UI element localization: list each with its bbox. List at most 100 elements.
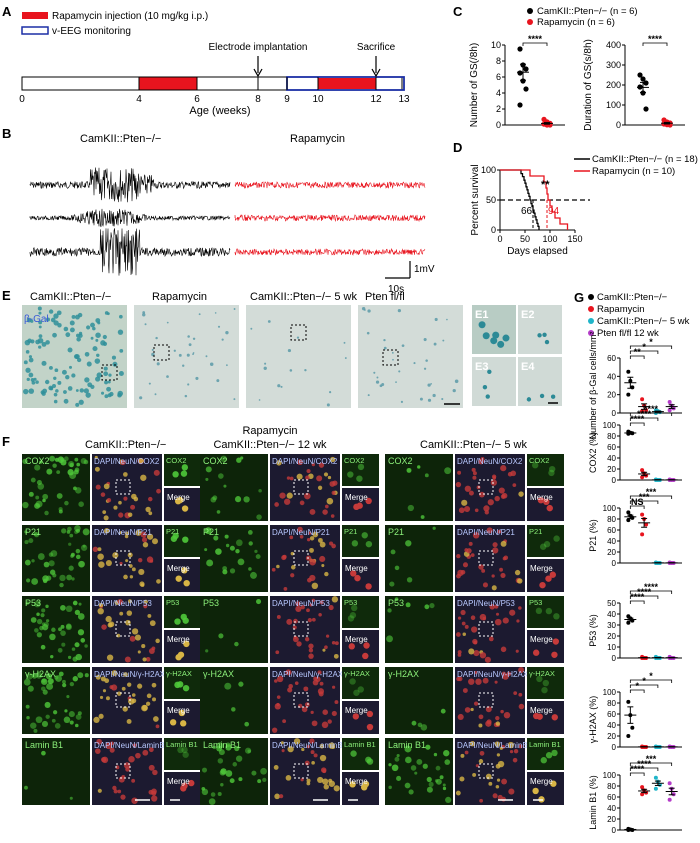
e-inset-1-cell	[497, 340, 505, 348]
e-image-pten-flfl-cell	[391, 351, 394, 354]
e-image-pten-cell	[101, 391, 105, 395]
f-merge-cell	[289, 535, 294, 540]
e-image-pten-5wk-cell	[289, 369, 293, 372]
f-green-3-3	[385, 596, 453, 663]
G1-sig-label: **	[634, 347, 642, 357]
f-green-cell	[394, 565, 400, 571]
e-image-pten-cell	[96, 353, 100, 358]
f-zoom-merge-label: Merge	[530, 493, 553, 502]
f-green-cell	[44, 510, 49, 516]
f-green-cell	[37, 483, 45, 490]
G6-point	[640, 792, 645, 797]
f-green-cell	[75, 548, 81, 554]
f-merge-cell	[331, 710, 337, 717]
e-image-pten-cell	[67, 347, 73, 353]
f-merge-cell	[304, 702, 310, 708]
f-merge-cell	[472, 772, 477, 777]
f-merge-cell	[500, 465, 507, 472]
f-merge-cell	[156, 579, 161, 584]
f-merge-cell	[113, 789, 118, 794]
f-zoom-green-cell	[174, 618, 181, 625]
f-merge-cell	[331, 543, 336, 549]
f-green-cell	[443, 750, 450, 757]
f-merge-label: DAPI/NeuN/P21	[272, 528, 330, 537]
e-image-pten-cell	[104, 311, 109, 315]
f-merge-cell	[317, 670, 322, 675]
f-merge-cell	[106, 654, 114, 661]
e-image-pten-cell	[49, 365, 53, 370]
f-zoom-merge-cell	[181, 505, 189, 512]
f-merge-cell	[148, 648, 155, 654]
f-green-cell	[69, 681, 75, 687]
f-merge-cell	[123, 672, 128, 677]
f-merge-cell	[146, 556, 154, 563]
panel-g-letter: G	[574, 290, 584, 305]
e-image-pten-flfl-cell	[427, 383, 431, 387]
e-image-pten-5wk-cell	[296, 336, 300, 339]
f-merge-cell	[308, 648, 314, 653]
f-merge-cell	[95, 674, 101, 680]
G6-ytick-label: 60	[607, 793, 616, 802]
chart-c1: 0 2 4 6 8 10 Number of GS(/8h) ****	[469, 34, 565, 130]
f-green-cell	[424, 604, 430, 610]
e-inset-1	[472, 305, 516, 354]
f-zoom-merge	[342, 559, 379, 592]
e-image-rapamycin-cell	[155, 336, 158, 340]
f-green-cell	[234, 745, 240, 752]
G5-point	[630, 725, 635, 730]
f-zoom-green-cell	[172, 471, 179, 478]
f-merge-cell	[137, 557, 143, 563]
e-image-pten-cell	[73, 354, 79, 359]
f-zoom-merge-label: Merge	[530, 777, 553, 786]
G6-ytick-label: 100	[603, 771, 617, 780]
e-image-pten-flfl-cell	[383, 346, 387, 350]
f-merge-cell	[513, 691, 518, 695]
f-merge-cell	[151, 790, 157, 796]
e-title-1: CamKII::Pten−/−	[30, 291, 111, 303]
f-merge-cell	[112, 552, 119, 559]
f-green-cell	[74, 609, 81, 616]
f-merge-cell	[301, 706, 308, 713]
f-merge-cell	[276, 460, 282, 466]
G6-sig-bracket	[629, 762, 673, 766]
f-merge-cell	[92, 546, 99, 552]
f-zoom-green-label: γ-H2AX	[344, 669, 370, 678]
f-merge-cell	[501, 778, 508, 785]
f-merge-cell	[501, 796, 506, 802]
f-merge-label: DAPI/NeuN/COX2	[457, 457, 523, 466]
e-image-pten-cell	[76, 357, 82, 363]
f-marker-label: P21	[203, 527, 219, 537]
f-green-cell	[213, 535, 219, 541]
f-green-cell	[432, 526, 436, 530]
e-image-pten-flfl-cell	[430, 382, 432, 385]
f-green-cell	[240, 456, 244, 460]
G3-point	[640, 532, 645, 537]
f-green-cell	[387, 608, 392, 613]
e-image-pten-cell	[78, 333, 83, 338]
f-green-2-1	[200, 454, 268, 521]
f-green-cell	[445, 796, 452, 804]
e-inset-4-cell	[539, 393, 545, 399]
f-merge-cell	[103, 483, 110, 490]
f-green-cell	[33, 728, 38, 733]
e-image-pten-cell	[38, 320, 43, 325]
f-green-cell	[65, 605, 73, 613]
f-green-cell	[35, 500, 43, 508]
f-merge-cell	[473, 701, 479, 706]
G3-sig-bracket	[629, 500, 659, 504]
f-green-cell	[50, 550, 58, 557]
chart-g4: 0 10 20 30 40 50 P53 (%) ************	[588, 582, 682, 663]
f-green-cell	[40, 686, 46, 692]
f-merge-cell	[138, 458, 144, 464]
f-zoom-merge-cell	[348, 643, 355, 650]
f-merge-cell	[142, 704, 148, 711]
e-image-pten-cell	[63, 326, 69, 332]
f-green-cell	[70, 552, 75, 557]
e-image-pten-flfl-cell	[383, 338, 386, 342]
e-image-pten-cell	[90, 336, 94, 340]
f-zoom-merge-label: Merge	[167, 706, 190, 715]
e-image-pten-cell	[84, 351, 90, 357]
e-image-pten-cell	[75, 402, 80, 407]
f-zoom-green	[527, 667, 564, 699]
f-merge-cell	[482, 582, 488, 588]
